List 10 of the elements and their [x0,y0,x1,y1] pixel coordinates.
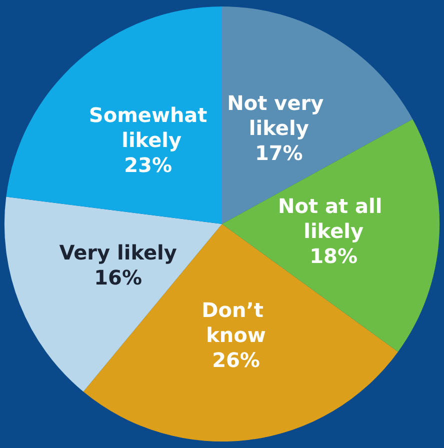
data-label: 17% [254,140,303,165]
slice-label: Not at all likely [278,194,390,244]
slice-label: Don’t know [202,298,270,347]
slice-label: Very likely [59,240,177,265]
slice-label: Not very likely [227,90,331,140]
data-label: 16% [94,266,142,290]
data-label: 18% [310,244,358,268]
data-label: 26% [212,348,260,372]
slice-label: Somewhat likely [88,103,208,152]
data-label: 23% [124,153,172,178]
